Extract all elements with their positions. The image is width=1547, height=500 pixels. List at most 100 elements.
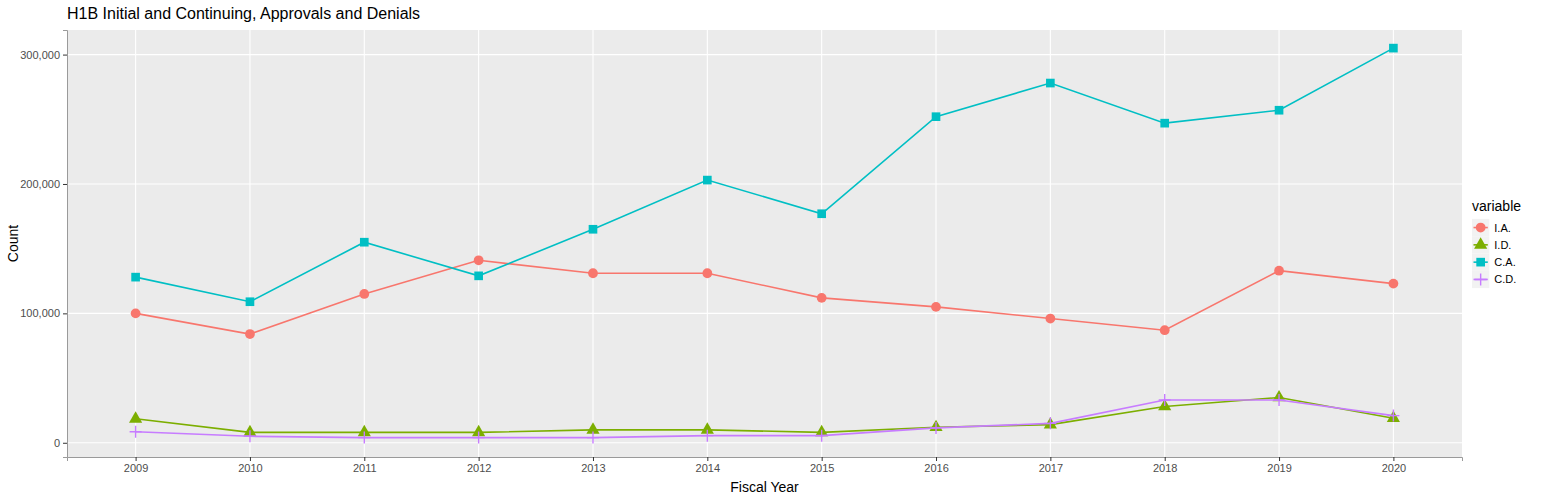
data-point (1389, 279, 1399, 289)
data-point (130, 426, 142, 438)
tick-label: 2014 (696, 462, 720, 474)
data-point (1387, 411, 1400, 422)
tick-label: 2010 (238, 462, 262, 474)
series-line (136, 397, 1394, 432)
tick: 0 (54, 437, 67, 449)
tick: 2015 (810, 457, 834, 474)
x-axis: 2009 2010 2011 2012 2013 2014 2015 2016 2017 2018… (68, 457, 1463, 474)
tick: 2014 (696, 457, 720, 474)
tick: 300,000 (20, 49, 67, 61)
tick-label: 100,000 (20, 307, 60, 319)
grid-line (821, 30, 822, 457)
data-point (360, 238, 369, 247)
data-point (1160, 119, 1169, 128)
tick: 2016 (924, 457, 948, 474)
data-point (1046, 79, 1055, 88)
grid-line (135, 30, 136, 457)
tick-mark (822, 457, 823, 461)
legend-key-marker (1474, 237, 1487, 248)
axis-line (63, 31, 68, 458)
tick-label: 2012 (467, 462, 491, 474)
tick-label: 0 (54, 437, 60, 449)
data-point (587, 432, 599, 444)
data-point (1389, 44, 1398, 53)
tick-label: 2013 (581, 462, 605, 474)
legend-label: C.D. (1494, 273, 1516, 285)
legend: variableI.A.I.D.C.A.C.D. (1472, 198, 1521, 288)
data-point (131, 273, 140, 282)
tick: 100,000 (20, 307, 67, 319)
legend-key-marker (1476, 258, 1485, 267)
legend-key-background (1472, 236, 1489, 253)
tick-mark (1393, 457, 1394, 461)
tick-label: 200,000 (20, 178, 60, 190)
data-point (359, 289, 369, 299)
legend-label: I.A. (1494, 222, 1511, 234)
tick: 2018 (1153, 457, 1177, 474)
data-point (244, 430, 256, 442)
data-point (1044, 417, 1057, 428)
data-point (1160, 325, 1170, 335)
grid-line (935, 30, 936, 457)
data-point (1273, 394, 1285, 406)
grid-line (707, 30, 708, 457)
grid-line (1050, 30, 1051, 457)
data-point (473, 432, 485, 444)
grid-line (1164, 30, 1165, 457)
grid-line (67, 442, 1462, 443)
legend-label: I.D. (1494, 239, 1511, 251)
data-point (245, 329, 255, 339)
axis-line (68, 458, 1463, 462)
grid-line (249, 30, 250, 457)
tick-mark (1050, 457, 1051, 461)
tick-label: 2017 (1039, 462, 1063, 474)
grid-line (67, 54, 1462, 55)
tick-mark (63, 443, 67, 444)
data-point (474, 272, 483, 281)
tick-label: 2020 (1382, 462, 1406, 474)
legend-label: C.A. (1494, 256, 1515, 268)
data-point (246, 297, 255, 306)
data-point (817, 209, 826, 218)
tick-mark (1279, 457, 1280, 461)
tick-label: 2009 (124, 462, 148, 474)
grid-line (592, 30, 593, 457)
tick-mark (479, 457, 480, 461)
tick: 2013 (581, 457, 605, 474)
grid-line (67, 313, 1462, 314)
data-point (1044, 417, 1056, 429)
chart-title: H1B Initial and Continuing, Approvals an… (67, 5, 420, 22)
tick-mark (936, 457, 937, 461)
data-point (358, 432, 370, 444)
y-axis-title: Count (5, 225, 21, 262)
tick: 2011 (353, 457, 377, 474)
legend-key-background (1472, 271, 1489, 288)
grid-line (67, 183, 1462, 184)
tick-label: 300,000 (20, 49, 60, 61)
data-point (702, 268, 712, 278)
tick: 200,000 (20, 178, 67, 190)
tick-mark (1165, 457, 1166, 461)
tick: 2009 (124, 457, 148, 474)
x-axis-title: Fiscal Year (730, 479, 799, 495)
series-line (136, 400, 1394, 438)
legend-key-background (1472, 219, 1489, 236)
tick-mark (364, 457, 365, 461)
tick-mark (707, 457, 708, 461)
data-point (1275, 106, 1284, 115)
tick-mark (63, 313, 67, 314)
tick: 2010 (238, 457, 262, 474)
tick-label: 2015 (810, 462, 834, 474)
tick-label: 2011 (353, 462, 377, 474)
data-point (589, 225, 598, 234)
data-point (930, 422, 942, 434)
grid-line (478, 30, 479, 457)
grid-line (1393, 30, 1394, 457)
series-line (136, 260, 1394, 334)
legend-key-background (1472, 254, 1489, 271)
data-point (1045, 314, 1055, 324)
data-point (1387, 410, 1399, 422)
data-point (129, 411, 142, 422)
data-point (817, 293, 827, 303)
tick-mark (250, 457, 251, 461)
